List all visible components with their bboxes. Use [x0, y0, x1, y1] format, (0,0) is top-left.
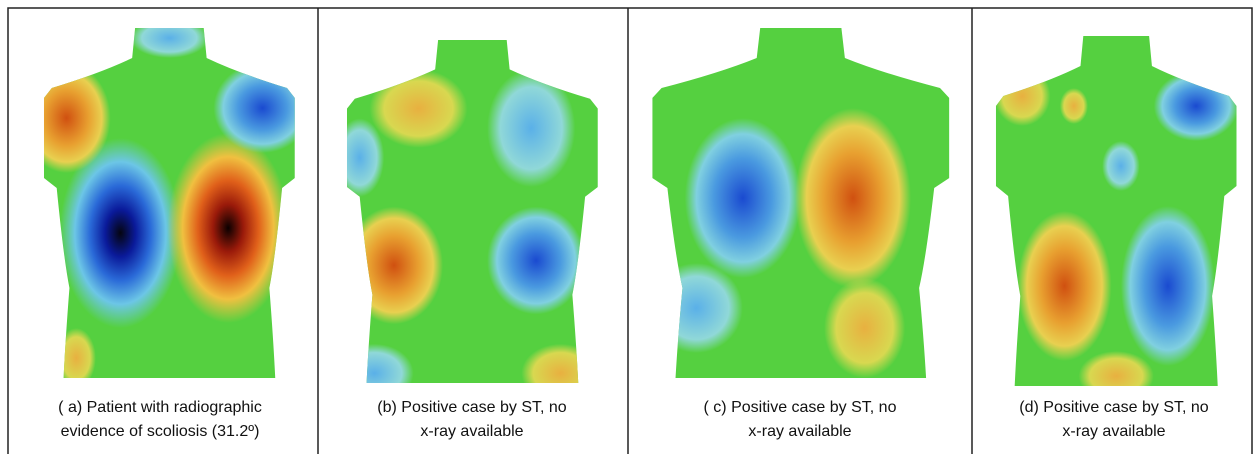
torso-heatmap — [994, 36, 1238, 401]
torso-heatmap — [335, 40, 600, 403]
caption: evidence of scoliosis (31.2º) — [61, 423, 260, 440]
figure: ( a) Patient with radiographic evidence … — [0, 0, 1260, 454]
caption: x-ray available — [420, 423, 523, 440]
caption: ( c) Positive case by ST, no — [704, 399, 897, 416]
caption: x-ray available — [748, 423, 851, 440]
caption: (d) Positive case by ST, no — [1019, 399, 1209, 416]
caption: x-ray available — [1062, 423, 1165, 440]
torso-heatmap — [650, 28, 952, 388]
caption: ( a) Patient with radiographic — [58, 399, 262, 416]
caption: (b) Positive case by ST, no — [377, 399, 567, 416]
torso-heatmap — [22, 18, 311, 388]
page: {"panels": [ {"caption": ["( a) Patient … — [0, 0, 1260, 454]
